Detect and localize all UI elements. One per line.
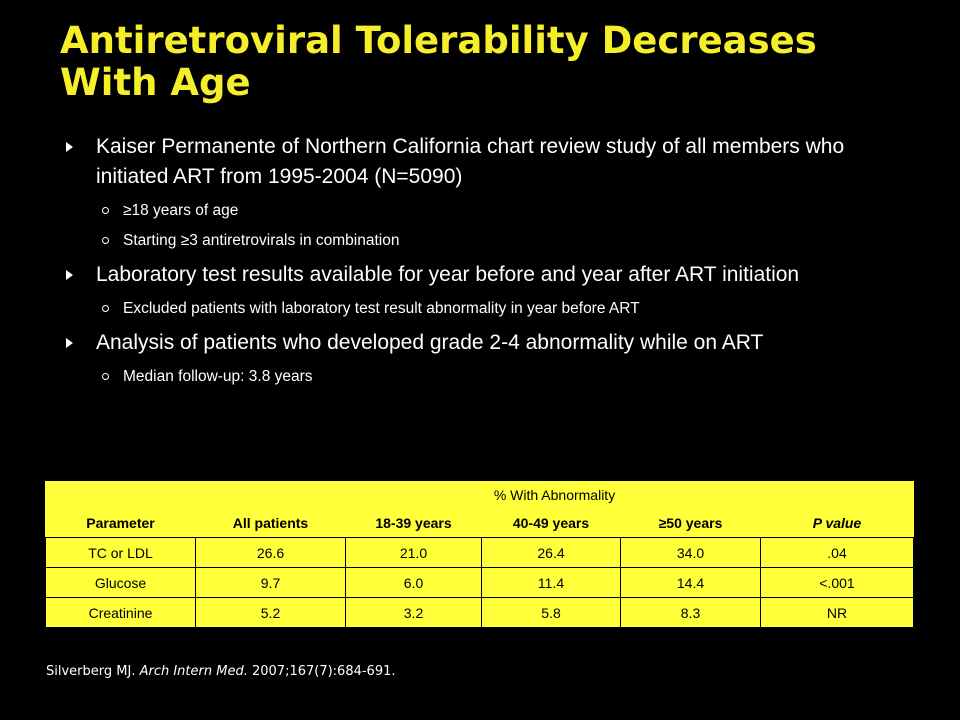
table-cell: 26.6 (195, 537, 346, 568)
column-header: All patients (195, 508, 346, 538)
triangle-bullet-icon (66, 142, 73, 152)
citation: Silverberg MJ. Arch Intern Med. 2007;167… (46, 664, 396, 679)
table-cell: Creatinine (45, 597, 196, 628)
table-cell: 14.4 (620, 567, 761, 598)
table-cell: 26.4 (481, 537, 621, 568)
column-header: 40-49 years (481, 508, 621, 538)
abnormality-table: % With Abnormality Parameter All patient… (45, 481, 915, 628)
circle-bullet-icon (102, 207, 109, 214)
citation-author: Silverberg MJ. (46, 664, 136, 679)
sub-bullet-text: Excluded patients with laboratory test r… (123, 300, 640, 317)
table-cell: 5.8 (481, 597, 621, 628)
sub-bullet-item: Median follow-up: 3.8 years (66, 366, 906, 388)
bullet-item: Kaiser Permanente of Northern California… (66, 132, 906, 192)
circle-bullet-icon (102, 305, 109, 312)
sub-bullet-item: ≥18 years of age (66, 200, 906, 222)
table-cell: 5.2 (195, 597, 346, 628)
sub-bullet-item: Excluded patients with laboratory test r… (66, 298, 906, 320)
table-cell: 3.2 (345, 597, 482, 628)
table-span-header: % With Abnormality (493, 486, 616, 503)
table-cell: 8.3 (620, 597, 761, 628)
sub-bullet-text: Starting ≥3 antiretrovirals in combinati… (123, 232, 400, 249)
sub-bullet-text: Median follow-up: 3.8 years (123, 368, 313, 385)
bullet-text: Laboratory test results available for ye… (96, 263, 800, 286)
table-cell: NR (759, 597, 915, 628)
column-header: Parameter (45, 508, 196, 538)
circle-bullet-icon (102, 237, 109, 244)
table-cell: 9.7 (195, 567, 346, 598)
column-header: P value (760, 508, 914, 538)
citation-details: 2007;167(7):684-691. (251, 664, 396, 679)
slide-title: Antiretroviral Tolerability Decreases Wi… (60, 19, 817, 104)
table-cell: 11.4 (481, 567, 621, 598)
table-cell: 21.0 (345, 537, 482, 568)
table-cell: 6.0 (345, 567, 482, 598)
bullet-item: Analysis of patients who developed grade… (66, 328, 906, 358)
sub-bullet-item: Starting ≥3 antiretrovirals in combinati… (66, 230, 906, 252)
table-cell: Glucose (45, 567, 196, 598)
table-cell: TC or LDL (45, 537, 196, 568)
table-row: TC or LDL 26.6 21.0 26.4 34.0 .04 (45, 537, 915, 568)
triangle-bullet-icon (66, 338, 73, 348)
circle-bullet-icon (102, 373, 109, 380)
table-row: Glucose 9.7 6.0 11.4 14.4 <.001 (45, 567, 915, 598)
table-cell: 34.0 (620, 537, 761, 568)
bullet-list: Kaiser Permanente of Northern California… (66, 132, 906, 396)
bullet-item: Laboratory test results available for ye… (66, 260, 906, 290)
column-header: ≥50 years (620, 508, 761, 538)
sub-bullet-text: ≥18 years of age (123, 202, 239, 219)
table-cell: .04 (759, 537, 915, 568)
table-cell: <.001 (759, 567, 915, 598)
column-header: 18-39 years (345, 508, 482, 538)
bullet-text: Kaiser Permanente of Northern California… (96, 135, 845, 188)
citation-journal: Arch Intern Med. (139, 664, 248, 679)
bullet-text: Analysis of patients who developed grade… (96, 331, 764, 354)
triangle-bullet-icon (66, 270, 73, 280)
table-row: Creatinine 5.2 3.2 5.8 8.3 NR (45, 597, 915, 628)
